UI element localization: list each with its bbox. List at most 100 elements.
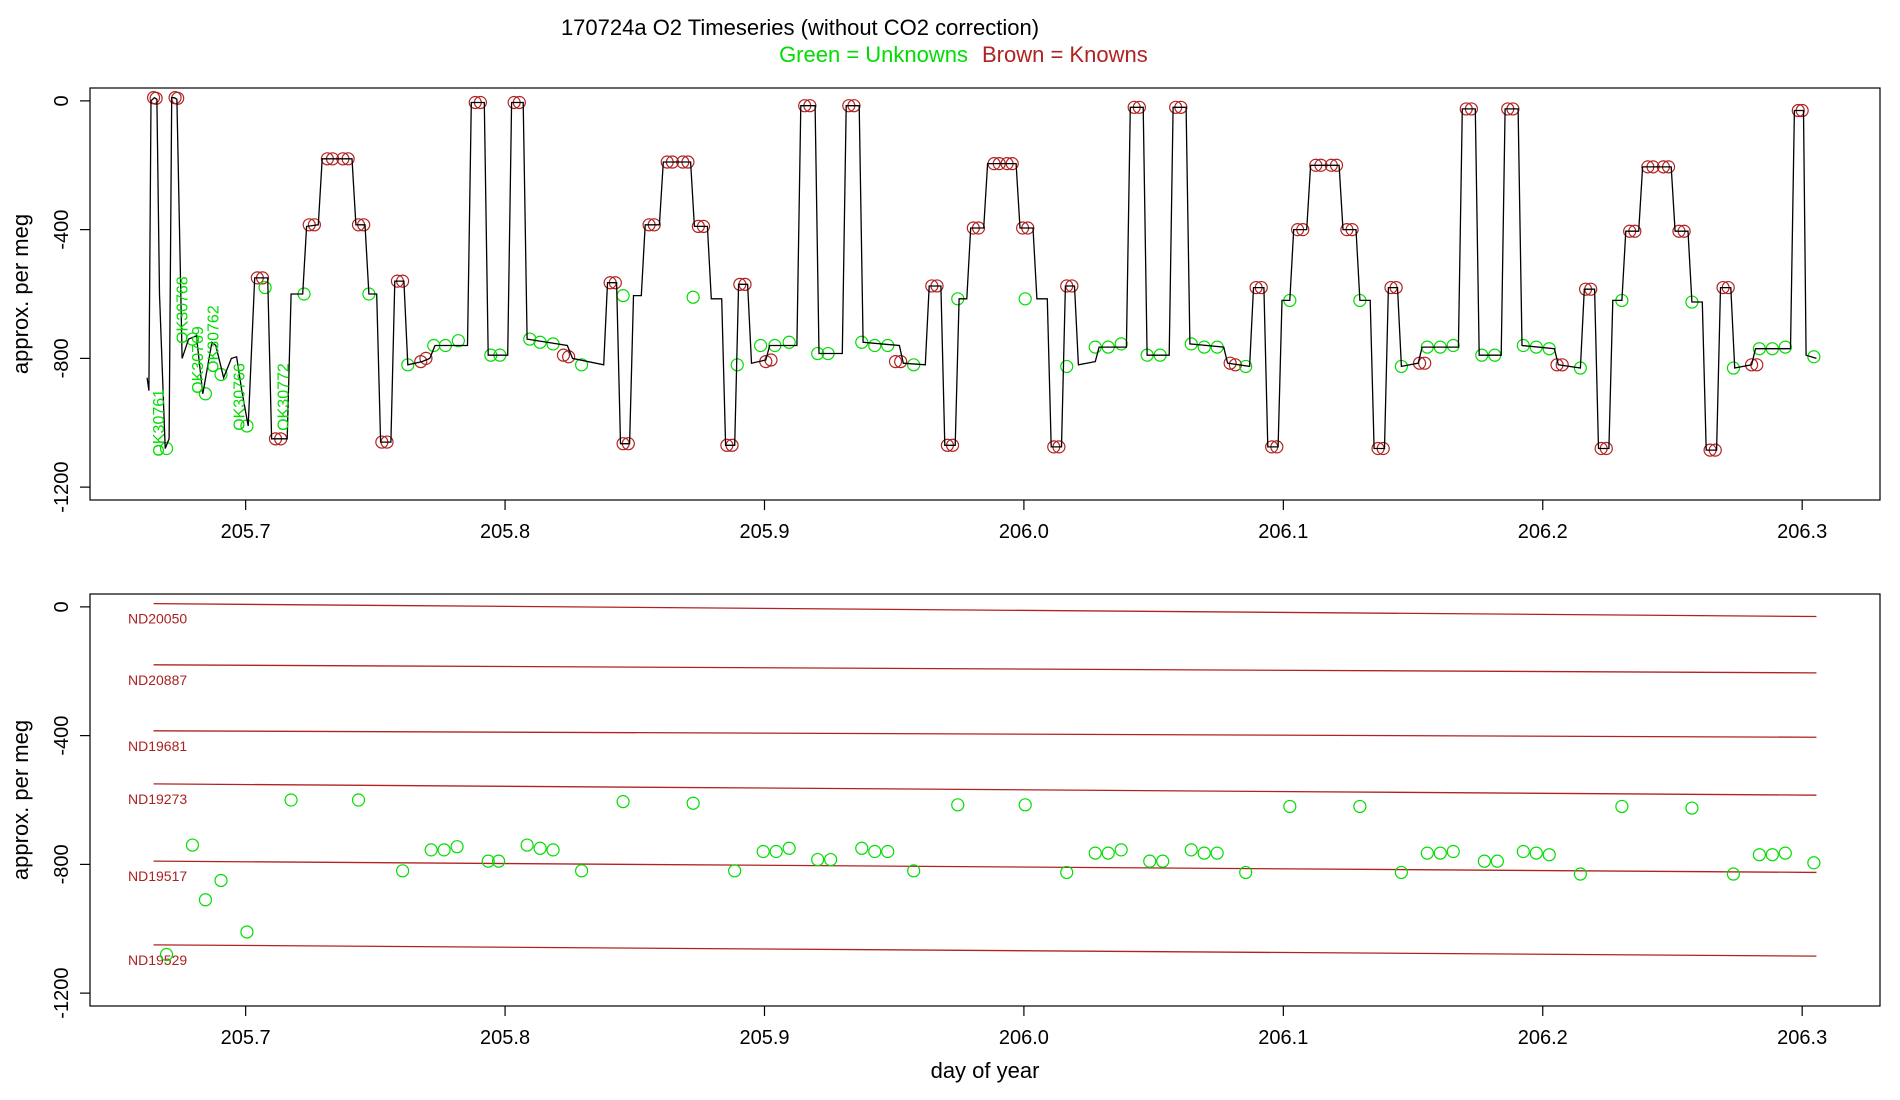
unknown-point	[868, 844, 882, 859]
reference-line	[153, 664, 1817, 674]
known-point	[1744, 358, 1759, 372]
unknown-point	[396, 864, 410, 878]
reference-label: ND19681	[128, 738, 187, 754]
unknown-point	[616, 795, 630, 809]
unknown-point	[1197, 846, 1211, 860]
known-point	[1418, 356, 1432, 370]
unknown-point	[240, 925, 254, 939]
bottom-x-tick-label: 206.3	[1777, 1027, 1827, 1049]
unknown-point	[1807, 350, 1821, 364]
unknown-point	[728, 864, 742, 878]
unknown-point	[1490, 854, 1504, 868]
unknown-point	[575, 358, 589, 372]
unknown-point	[824, 852, 838, 867]
unknown-point	[855, 841, 869, 855]
bottom-y-tick-label: -1200	[51, 968, 73, 1019]
unknown-point	[1239, 865, 1253, 880]
unknown-point	[1156, 854, 1170, 868]
unknown-point	[1685, 801, 1699, 815]
unknown-point	[1765, 848, 1779, 862]
bottom-x-axis-title: day of year	[931, 1058, 1040, 1083]
top-x-tick-label: 205.8	[480, 521, 530, 543]
unknown-point	[1516, 844, 1530, 859]
reference-line	[153, 730, 1817, 738]
unknown-point	[450, 840, 464, 854]
known-point	[888, 354, 903, 369]
known-point	[1223, 356, 1237, 370]
unknown-point	[616, 289, 630, 303]
top-panel: 205.7 205.8 205.9 206.0 206.1 206.2 206.3 0 -400…	[8, 87, 1881, 543]
unknown-point	[1446, 844, 1460, 859]
top-y-tick-label: -400	[51, 210, 73, 250]
unknown-point	[258, 280, 272, 295]
bottom-x-tick-label: 206.0	[999, 1027, 1049, 1049]
unknown-point	[159, 947, 174, 962]
legend-unknowns: Green = Unknowns	[779, 42, 968, 67]
unknown-point	[907, 864, 921, 878]
unknown-point	[811, 852, 825, 867]
unknown-point	[1060, 865, 1074, 880]
unknown-point	[1529, 846, 1543, 860]
unknown-point	[575, 864, 589, 878]
o2-series-line	[146, 96, 1817, 451]
unknown-point	[1101, 846, 1115, 860]
bottom-y-axis-title: approx. per meg	[8, 720, 33, 880]
reference-label: ND19273	[128, 791, 187, 807]
unknown-point	[1420, 846, 1434, 860]
unknown-point	[868, 338, 882, 353]
unknown-point	[1018, 798, 1032, 812]
unknown-point	[1752, 848, 1766, 862]
unknown-point	[769, 844, 783, 859]
unknown-point	[159, 441, 174, 456]
top-x-tick-label: 206.0	[999, 521, 1049, 543]
unknown-point	[1394, 865, 1408, 880]
unknown-point	[1726, 867, 1741, 881]
unknown-point	[754, 338, 768, 353]
bottom-x-tick-label: 205.9	[739, 1027, 789, 1049]
unknown-point	[1239, 359, 1253, 374]
unknown-point	[437, 843, 451, 857]
known-point	[149, 91, 163, 105]
unknown-point	[1088, 846, 1102, 860]
known-point	[307, 218, 321, 232]
unknown-point	[1542, 848, 1556, 862]
unknown-point	[881, 338, 895, 353]
reference-label: ND20050	[128, 611, 187, 627]
unknown-point	[1018, 292, 1032, 306]
reference-line	[153, 783, 1817, 796]
reference-label: ND19517	[128, 868, 187, 884]
unknown-point	[198, 893, 213, 907]
unknown-point	[491, 854, 506, 868]
bottom-y-tick-label: -800	[51, 844, 73, 884]
sample-label: OK30772	[275, 363, 292, 431]
figure-title: 170724a O2 Timeseries (without CO2 corre…	[561, 15, 1039, 40]
bottom-y-tick-label: -400	[51, 716, 73, 756]
reference-label: ND19529	[128, 952, 187, 968]
sample-label: OK30761	[151, 389, 168, 457]
unknown-point	[1143, 854, 1157, 868]
unknown-point	[1283, 799, 1297, 814]
unknown-point	[1726, 361, 1741, 375]
known-point	[894, 354, 908, 369]
unknown-point	[185, 332, 200, 346]
known-point	[562, 350, 576, 364]
reference-label: ND20887	[128, 672, 187, 688]
sample-label: OK30762	[205, 305, 222, 373]
top-x-tick-label: 205.7	[221, 521, 271, 543]
unknown-point	[424, 843, 438, 857]
sample-label: OK30766	[231, 363, 248, 431]
top-x-tick-label: 206.3	[1777, 521, 1827, 543]
unknown-point	[881, 844, 895, 859]
unknown-point	[951, 798, 965, 812]
top-x-tick-label: 206.2	[1518, 521, 1568, 543]
top-y-tick-label: 0	[51, 95, 73, 106]
unknown-point	[1542, 342, 1556, 356]
unknown-point	[1477, 854, 1491, 868]
top-y-tick-label: -800	[51, 338, 73, 378]
unknown-point	[1184, 337, 1198, 351]
bottom-x-tick-label: 205.7	[221, 1027, 271, 1049]
known-point	[556, 348, 571, 362]
legend-knowns: Brown = Knowns	[982, 42, 1148, 67]
unknown-point	[214, 873, 228, 888]
